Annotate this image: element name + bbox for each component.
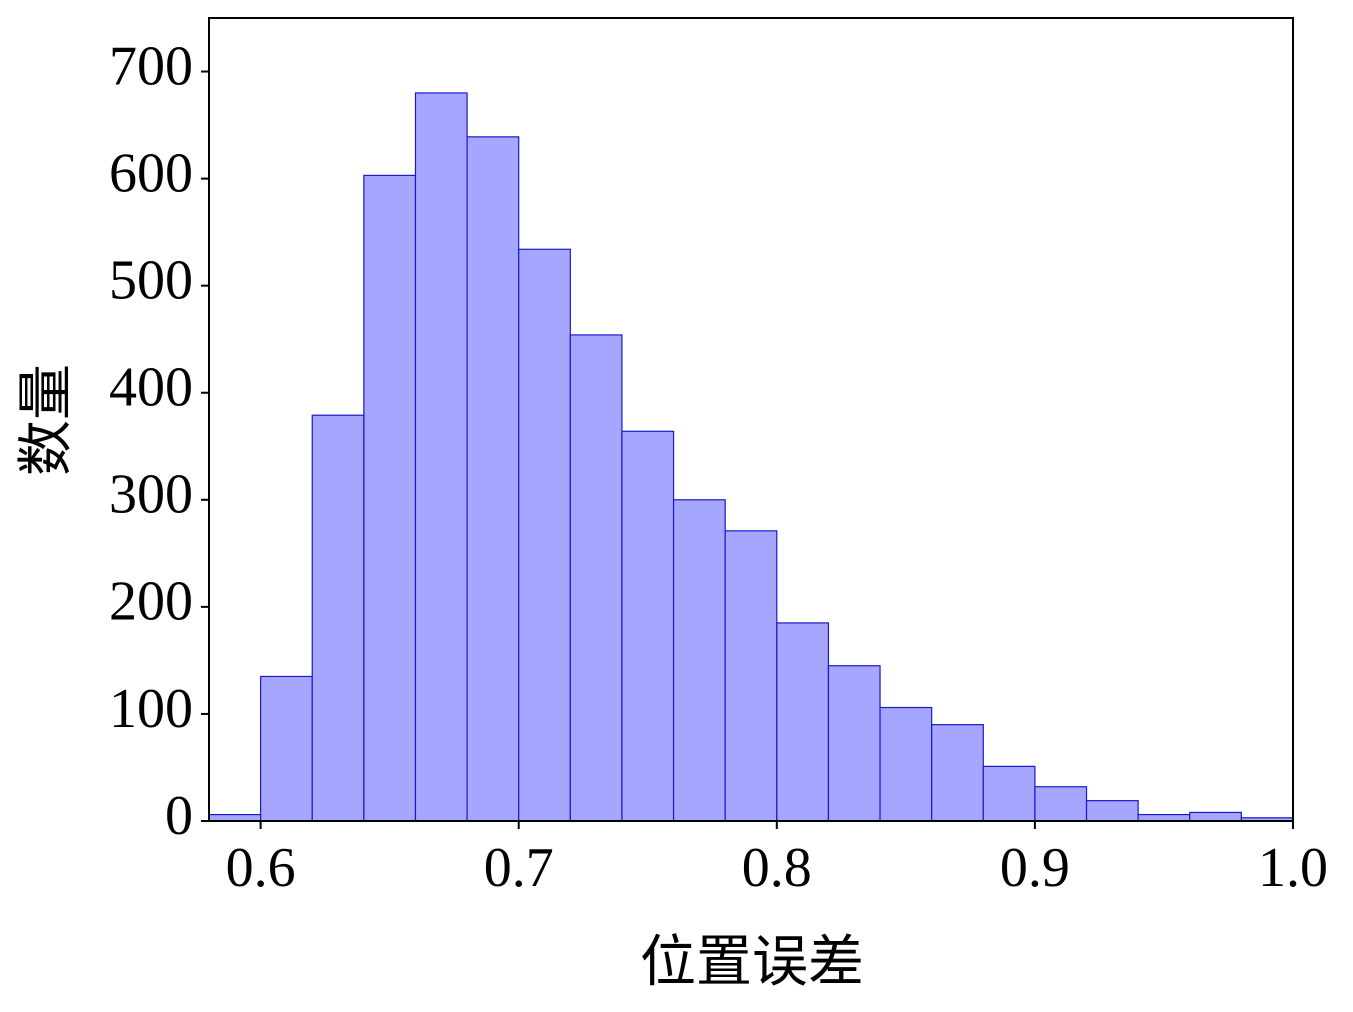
- x-tick-label: 1.0: [1258, 837, 1328, 899]
- bar: [311, 414, 365, 822]
- bar: [1085, 800, 1139, 822]
- y-tick-label: 600: [109, 142, 193, 204]
- bar: [879, 706, 933, 822]
- y-tick-label: 700: [109, 35, 193, 97]
- y-tick-label: 300: [109, 464, 193, 526]
- bar: [569, 334, 623, 822]
- y-tick-label: 500: [109, 250, 193, 312]
- x-tick-label: 0.6: [226, 837, 296, 899]
- bar: [363, 174, 417, 822]
- y-tick-label: 400: [109, 357, 193, 419]
- bar: [1189, 811, 1242, 822]
- bar: [724, 530, 778, 822]
- y-tick-label: 0: [165, 785, 193, 847]
- bar: [621, 430, 675, 822]
- plot-frame: [208, 17, 1294, 822]
- bar: [466, 136, 520, 822]
- x-axis-label: 位置误差: [640, 932, 864, 994]
- bar: [827, 665, 881, 822]
- bar: [1034, 786, 1088, 822]
- bar: [776, 622, 830, 822]
- y-tick-label: 100: [109, 678, 193, 740]
- x-tick-label: 0.8: [742, 837, 812, 899]
- y-axis-label: 数量: [16, 364, 78, 476]
- bar: [672, 499, 726, 822]
- bar: [982, 765, 1036, 822]
- bar: [260, 675, 313, 822]
- bar: [414, 92, 468, 822]
- y-tick-label: 200: [109, 571, 193, 633]
- x-tick-label: 0.7: [484, 837, 554, 899]
- bar: [931, 724, 984, 822]
- bar: [518, 248, 571, 822]
- x-tick-label: 0.9: [1000, 837, 1070, 899]
